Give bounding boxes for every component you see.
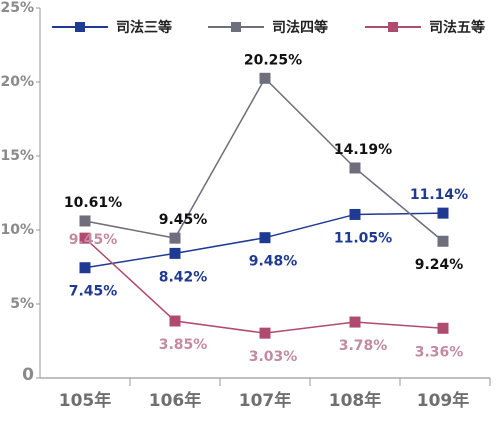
- data-point-marker: [79, 262, 91, 274]
- series-line: [84, 77, 444, 242]
- data-label: 3.36%: [415, 344, 464, 360]
- y-tick-label: 15%: [0, 148, 34, 164]
- data-point-marker: [259, 327, 271, 339]
- data-label: 9.45%: [159, 212, 208, 228]
- data-label: 11.05%: [334, 230, 392, 246]
- data-label: 3.03%: [249, 349, 298, 365]
- y-tick-label: 25%: [0, 0, 34, 16]
- data-point-marker: [349, 162, 361, 174]
- series-line: [84, 237, 444, 334]
- data-point-marker: [437, 207, 449, 219]
- data-label: 3.85%: [159, 337, 208, 353]
- data-point-marker: [259, 72, 271, 84]
- data-label: 10.61%: [64, 195, 122, 211]
- data-label: 9.24%: [415, 257, 464, 273]
- data-point-marker: [169, 232, 181, 244]
- data-label: 3.78%: [339, 338, 388, 354]
- legend-marker: [231, 22, 241, 32]
- x-tick-label: 109年: [417, 390, 470, 411]
- data-label: 9.45%: [69, 232, 118, 248]
- data-label: 14.19%: [334, 142, 392, 158]
- data-point-marker: [79, 215, 91, 227]
- data-label: 8.42%: [159, 269, 208, 285]
- legend-label: 司法五等: [429, 19, 485, 36]
- data-label: 7.45%: [69, 284, 118, 300]
- legend-marker: [75, 22, 85, 32]
- legend-label: 司法四等: [272, 19, 328, 36]
- data-point-marker: [169, 315, 181, 327]
- data-point-marker: [437, 322, 449, 334]
- x-tick-label: 108年: [329, 390, 382, 411]
- legend-label: 司法三等: [116, 19, 172, 36]
- x-tick-label: 107年: [239, 390, 292, 411]
- legend-marker: [388, 22, 398, 32]
- data-point-marker: [349, 208, 361, 220]
- data-point-marker: [259, 232, 271, 244]
- y-tick-label: 10%: [0, 222, 34, 238]
- x-tick-label: 106年: [149, 390, 202, 411]
- y-tick-label: 20%: [0, 74, 34, 90]
- data-label: 11.14%: [410, 187, 468, 203]
- data-point-marker: [437, 235, 449, 247]
- data-point-marker: [349, 316, 361, 328]
- data-label: 20.25%: [244, 52, 302, 68]
- data-point-marker: [169, 247, 181, 259]
- y-tick-label: 5%: [10, 296, 34, 312]
- data-label: 9.48%: [249, 254, 298, 270]
- data-point-marker: [79, 232, 91, 244]
- x-tick-label: 105年: [59, 390, 112, 411]
- y-tick-label: 0: [22, 365, 34, 385]
